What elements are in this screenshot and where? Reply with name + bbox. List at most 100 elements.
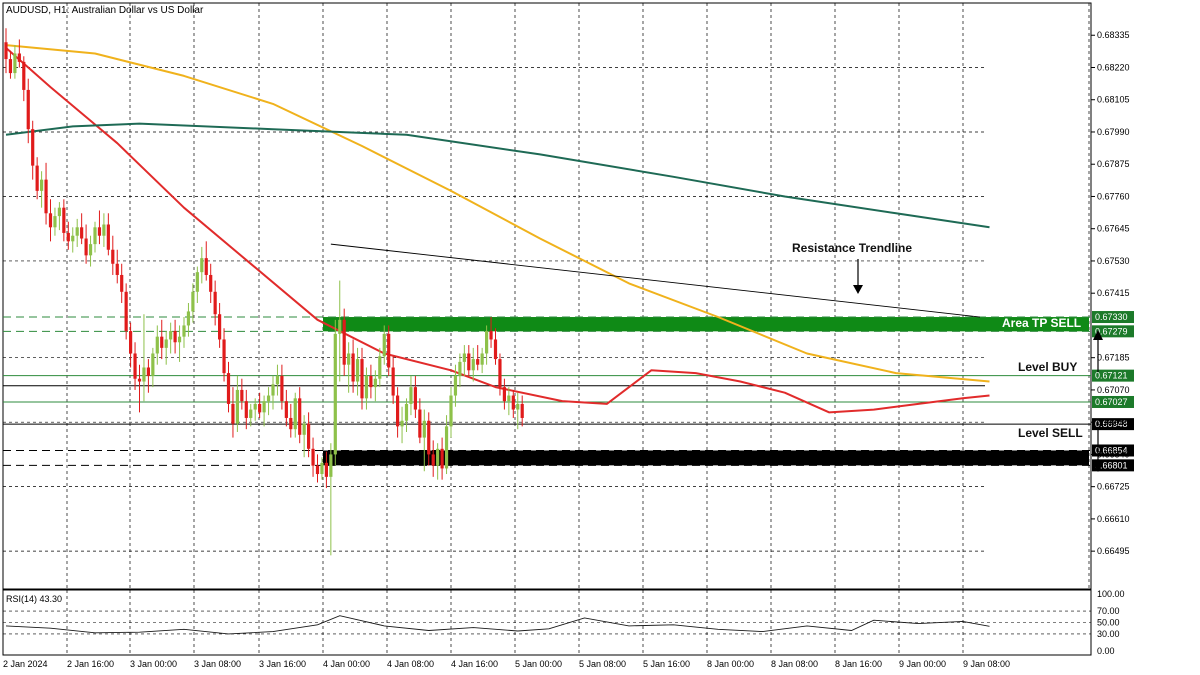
price-zones [323,317,1089,466]
candle-body [351,353,355,382]
x-tick-label: 4 Jan 16:00 [451,659,498,669]
candle-body [440,448,444,469]
y-axis-labels: 0.68335 0.68220 0.68105 0.67990 0.67875 0.677… [1091,30,1130,556]
candle-body [191,291,195,312]
candle-body [222,339,226,374]
price-level-label: 0.66854 [1095,445,1128,455]
candle-body [400,420,404,427]
candle-body [382,333,386,357]
buy-arrow [1093,330,1103,372]
candle-body [62,207,66,233]
area-tp-sell-zone [323,317,1089,332]
candle-body [53,216,57,228]
candle-body [133,353,137,379]
x-tick-label: 2 Jan 16:00 [67,659,114,669]
level-sell-label: Level SELL [1018,426,1083,440]
candle-body [146,367,150,376]
candle-body [369,375,373,388]
candle-body [48,213,53,228]
candle-body [26,89,30,130]
candle-body [169,331,173,340]
x-tick-label: 5 Jan 16:00 [643,659,690,669]
candle-body [329,454,333,477]
candle-body [467,353,471,371]
chart-title: AUDUSD, H1: Australian Dollar vs US Doll… [6,5,204,16]
candle-body [391,367,395,396]
candle-body [137,378,142,382]
level-buy-label: Level BUY [1018,360,1077,374]
candle-body [342,319,346,365]
y-tick-label: 0.68335 [1097,30,1130,40]
candle-body [195,272,199,292]
x-tick-label: 3 Jan 00:00 [130,659,177,669]
candle-body [204,258,208,275]
candle-body [93,227,97,245]
price-level-tag [1092,418,1134,431]
rsi-tick-label: 50.00 [1097,618,1120,628]
price-levels: 0.67330 0.67279 0.67121 0.67027 0.66948 0.668… [3,311,1134,472]
candle-body [280,375,284,402]
candle-body [35,165,39,191]
y-tick-label: 0.67185 [1097,353,1130,363]
candle-body [284,401,288,418]
x-tick-label: 2 Jan 2024 [3,659,48,669]
candle-body [489,331,493,340]
arrow-head-icon [853,285,863,294]
y-tick-label: 0.67070 [1097,385,1130,395]
candle-body [453,375,458,396]
candle-body [493,339,498,360]
candle-body [418,409,422,438]
moving-average-line-3 [5,122,990,229]
candle-body [516,403,520,410]
sell-arrow [1093,427,1103,472]
candle-body [427,420,431,455]
candle-body [271,384,275,396]
price-level-tag [1092,325,1134,338]
down-arrow-head-icon [1093,462,1103,472]
y-tick-label: 0.67415 [1097,288,1130,298]
candlesticks [4,28,524,556]
candle-body [200,258,204,273]
x-tick-label: 9 Jan 00:00 [899,659,946,669]
candle-body [120,274,124,292]
y-tick-label: 0.67530 [1097,256,1130,266]
area-tp-sell-label: Area TP SELL [1002,316,1081,330]
candle-body [485,331,489,354]
candle-body [213,291,217,315]
candle-body [226,373,231,404]
candle-body [347,353,351,365]
candle-body [40,179,44,191]
price-level-label: 0.67121 [1095,371,1128,381]
candle-body [209,274,213,292]
candle-body [244,401,248,418]
candle-body [338,319,342,334]
main-plot-frame [2,2,1092,590]
moving-averages [5,44,990,414]
candle-body [298,398,302,435]
candle-body [186,311,191,326]
candle-body [520,403,524,418]
resistance-trendline [330,243,981,318]
candle-body [413,387,417,410]
x-tick-label: 4 Jan 08:00 [387,659,434,669]
candle-body [511,395,515,410]
candle-body [66,232,70,242]
up-arrow-head-icon [1093,330,1103,340]
rsi-label: RSI(14) 43.30 [6,594,62,604]
candle-body [240,389,244,402]
candle-body [231,403,235,424]
candle-body [129,331,133,354]
sell-target-zone [323,450,1089,466]
candle-body [142,367,146,382]
candle-body [471,359,475,371]
price-level-label: 0.66948 [1095,419,1128,429]
candle-body [507,395,511,402]
price-level-label: 0.67279 [1095,326,1128,336]
candle-body [320,462,324,475]
candle-body [102,224,106,236]
candle-body [436,448,440,466]
candle-body [431,454,435,466]
y-tick-label: 0.66955 [1097,417,1130,427]
rsi-tick-label: 30.00 [1097,629,1120,639]
